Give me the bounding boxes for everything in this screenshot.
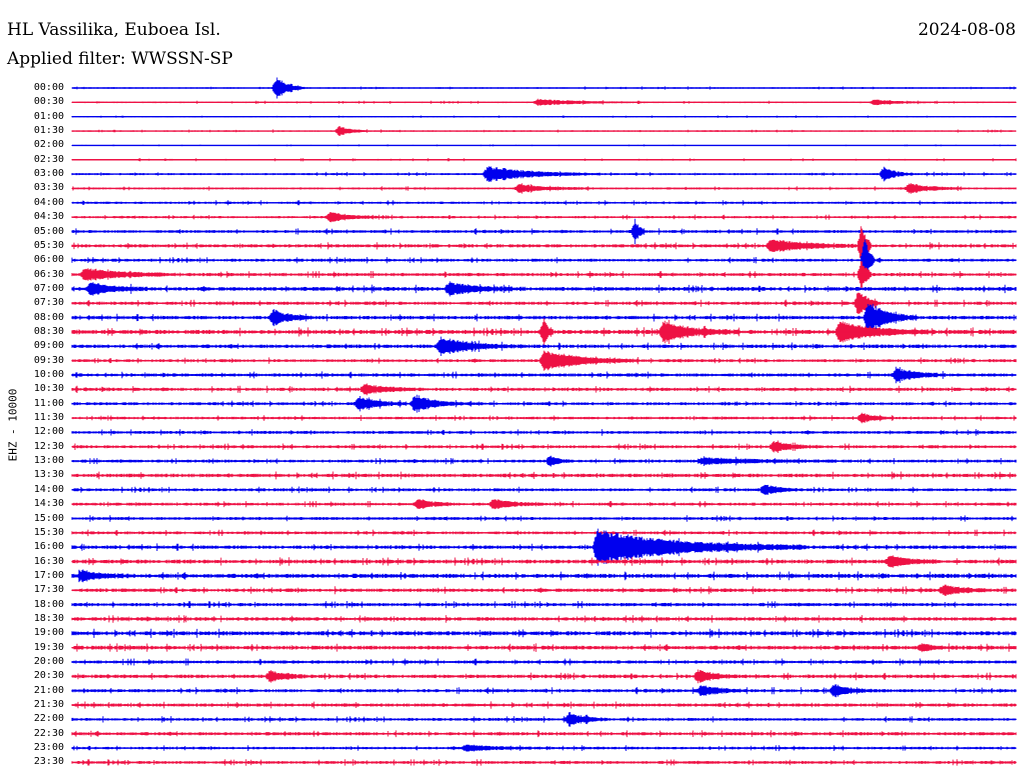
time-label: 22:30 — [33, 727, 64, 739]
time-label: 10:30 — [33, 383, 64, 395]
time-label: 08:30 — [33, 325, 64, 337]
time-label: 05:00 — [33, 225, 64, 237]
time-label: 14:30 — [33, 498, 64, 510]
time-label: 00:30 — [33, 96, 64, 108]
time-label: 19:00 — [33, 627, 64, 639]
time-label: 09:30 — [33, 354, 64, 366]
time-label: 23:30 — [33, 756, 64, 768]
time-label: 02:30 — [33, 153, 64, 165]
time-label: 20:00 — [33, 656, 64, 667]
time-label: 16:00 — [33, 541, 64, 553]
date-label: 2024-08-08 — [917, 20, 1016, 40]
time-label: 09:00 — [33, 340, 64, 352]
time-label: 11:30 — [33, 412, 64, 424]
time-label: 15:30 — [33, 526, 64, 538]
time-label: 15:00 — [33, 512, 64, 524]
time-label: 03:00 — [33, 168, 64, 180]
time-label: 21:00 — [33, 684, 64, 696]
time-label: 13:00 — [33, 455, 64, 467]
time-label: 13:30 — [33, 469, 64, 481]
time-label: 17:30 — [33, 584, 64, 596]
time-label: 00:00 — [33, 82, 64, 93]
time-label: 22:00 — [33, 713, 64, 725]
time-label: 14:00 — [33, 483, 64, 495]
time-label: 12:30 — [33, 440, 64, 452]
time-label: 16:30 — [33, 555, 64, 567]
time-label: 07:00 — [33, 282, 64, 294]
time-label: 06:30 — [33, 268, 64, 280]
time-label: 04:30 — [33, 211, 64, 223]
time-label: 10:00 — [33, 369, 64, 380]
time-label: 07:30 — [33, 297, 64, 309]
station-title: HL Vassilika, Euboea Isl. — [7, 20, 221, 40]
time-label: 01:00 — [33, 110, 64, 122]
time-label: 20:30 — [33, 670, 64, 682]
time-label: 23:00 — [33, 742, 64, 754]
time-labels: 00:00 00:30 01:00 01:30 02:00 02:30 03:00 03:30… — [0, 0, 64, 780]
time-label: 08:00 — [33, 311, 64, 323]
time-label: 04:00 — [33, 196, 64, 208]
time-label: 12:00 — [33, 426, 64, 438]
time-label: 18:30 — [33, 612, 64, 624]
time-label: 17:00 — [33, 569, 64, 581]
time-label: 21:30 — [33, 699, 64, 711]
time-label: 19:30 — [33, 641, 64, 653]
time-label: 06:00 — [33, 254, 64, 266]
time-label: 18:00 — [33, 598, 64, 610]
time-label: 01:30 — [33, 125, 64, 137]
time-label: 11:00 — [33, 397, 64, 409]
time-label: 03:30 — [33, 182, 64, 194]
time-label: 05:30 — [33, 239, 64, 251]
filter-label: Applied filter: WWSSN-SP — [7, 49, 233, 69]
time-label: 02:00 — [33, 139, 64, 151]
